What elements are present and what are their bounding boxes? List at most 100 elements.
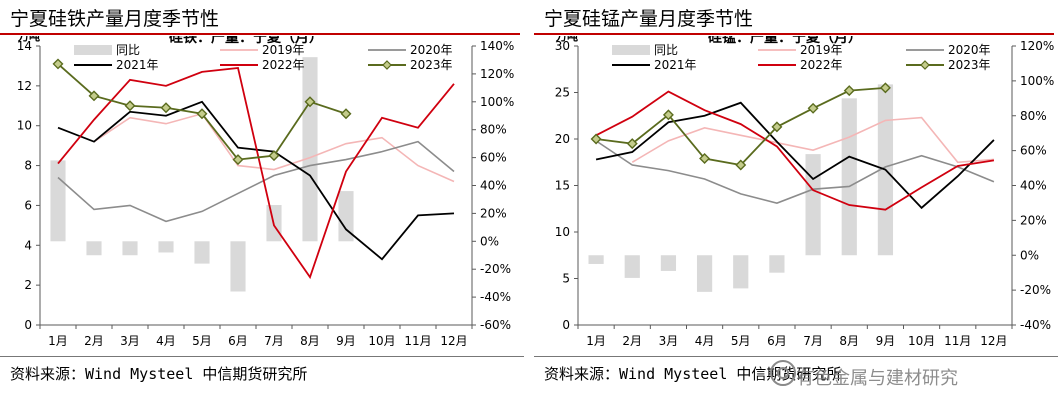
series-marker-2023年 bbox=[268, 150, 280, 162]
right-tick-label: 140% bbox=[480, 39, 514, 53]
series-marker-2023年 bbox=[735, 159, 747, 171]
unit-label: 万吨 bbox=[555, 36, 578, 43]
x-tick-label: 5月 bbox=[192, 334, 212, 348]
x-tick-label: 8月 bbox=[839, 334, 859, 348]
series-line-2020年 bbox=[595, 140, 995, 205]
left-tick-label: 0 bbox=[24, 318, 32, 332]
x-tick-label: 4月 bbox=[695, 334, 715, 348]
yoy-bar bbox=[769, 255, 785, 273]
series-marker-2023年 bbox=[843, 85, 855, 97]
right-tick-label: 60% bbox=[480, 151, 507, 165]
series-marker-2023年 bbox=[88, 90, 100, 102]
ferrosilicon-chart: 万吨 硅铁：产量：宁夏（月） 0 2 4 6 8 10 12 14 -60% -40% -20% 0% 20… bbox=[17, 36, 515, 348]
legend-marker-2023年 bbox=[382, 60, 392, 70]
x-tick-label: 6月 bbox=[228, 334, 248, 348]
source-divider bbox=[0, 356, 524, 391]
series-marker-2023年 bbox=[879, 82, 891, 94]
right-tick-label: 0% bbox=[1020, 248, 1039, 262]
x-tick-label: 6月 bbox=[767, 334, 787, 348]
chart-title: 硅铁：产量：宁夏（月） bbox=[169, 36, 323, 46]
left-tick-label: 20 bbox=[555, 132, 570, 146]
source-divider bbox=[534, 356, 1058, 391]
source-text: 资料来源：Wind Mysteel 中信期货研究所 bbox=[10, 365, 308, 383]
right-tick-label: 60% bbox=[1020, 144, 1047, 158]
unit-label: 万吨 bbox=[17, 36, 40, 43]
yoy-bar bbox=[158, 241, 174, 253]
x-tick-label: 2月 bbox=[84, 334, 104, 348]
x-tick-label: 7月 bbox=[264, 334, 284, 348]
series-line-2019年 bbox=[631, 116, 994, 164]
legend-label: 2023年 bbox=[948, 58, 991, 72]
yoy-bar bbox=[660, 255, 677, 271]
title-rule bbox=[534, 33, 1054, 35]
yoy-bar bbox=[194, 241, 210, 264]
left-tick-label: 2 bbox=[24, 278, 32, 292]
series-line-2019年 bbox=[93, 112, 455, 183]
x-tick-label: 11月 bbox=[404, 334, 431, 348]
right-tick-label: 40% bbox=[1020, 179, 1047, 193]
right-tick-label: -20% bbox=[480, 262, 511, 276]
left-tick-label: 8 bbox=[24, 159, 32, 173]
x-tick-label: 1月 bbox=[48, 334, 68, 348]
x-tick-label: 3月 bbox=[120, 334, 140, 348]
legend-label: 2022年 bbox=[262, 58, 305, 72]
series-line-2021年 bbox=[595, 101, 995, 210]
left-tick-label: 10 bbox=[555, 225, 570, 239]
right-tick-label: 0% bbox=[480, 234, 499, 248]
right-tick-label: -20% bbox=[1020, 283, 1051, 297]
left-tick-label: 15 bbox=[555, 179, 570, 193]
legend-label: 2021年 bbox=[654, 58, 697, 72]
right-tick-label: 20% bbox=[1020, 213, 1047, 227]
watermark: 有色金属与建材研究 bbox=[796, 368, 958, 389]
x-tick-label: 11月 bbox=[944, 334, 971, 348]
series-marker-2023年 bbox=[626, 138, 638, 150]
series-marker-2023年 bbox=[807, 102, 819, 114]
legend-label: 2020年 bbox=[948, 43, 991, 57]
yoy-bar bbox=[230, 241, 246, 292]
yoy-bar bbox=[624, 255, 640, 278]
x-tick-label: 5月 bbox=[731, 334, 751, 348]
x-tick-label: 9月 bbox=[336, 334, 356, 348]
x-tick-label: 12月 bbox=[980, 334, 1007, 348]
legend-label: 2022年 bbox=[800, 58, 843, 72]
left-tick-label: 14 bbox=[17, 39, 32, 53]
yoy-bar bbox=[696, 255, 713, 292]
right-tick-label: 120% bbox=[1020, 39, 1054, 53]
x-tick-label: 8月 bbox=[300, 334, 320, 348]
source-text: 资料来源：Wind Mysteel 中信期货研究所 bbox=[544, 365, 842, 383]
x-tick-label: 9月 bbox=[876, 334, 896, 348]
right-tick-label: 80% bbox=[1020, 109, 1047, 123]
silicomanganese-chart: 万吨 硅锰：产量：宁夏（月） 0 5 10 15 20 25 30 -40% -20% 0% 20% 40… bbox=[555, 36, 1055, 348]
left-tick-label: 4 bbox=[24, 238, 32, 252]
x-tick-label: 3月 bbox=[659, 334, 679, 348]
legend-label: 同比 bbox=[654, 43, 678, 57]
left-tick-label: 10 bbox=[17, 119, 32, 133]
series-line-2022年 bbox=[595, 90, 995, 211]
panel-title: 宁夏硅铁产量月度季节性 bbox=[10, 8, 220, 30]
right-tick-label: -60% bbox=[480, 318, 511, 332]
series-marker-2023年 bbox=[52, 58, 64, 70]
legend-swatch-yoy bbox=[74, 45, 112, 55]
yoy-bar bbox=[805, 154, 821, 256]
right-tick-label: 100% bbox=[480, 95, 514, 109]
series-marker-2023年 bbox=[232, 154, 244, 166]
yoy-bar bbox=[302, 57, 318, 242]
right-tick-label: -40% bbox=[480, 290, 511, 304]
right-tick-label: 20% bbox=[480, 206, 507, 220]
x-tick-label: 2月 bbox=[622, 334, 642, 348]
silicomanganese-panel: 宁夏硅锰产量月度季节性 万吨 硅锰：产量：宁夏（月） 0 5 10 15 20 25 30 -40… bbox=[534, 0, 1058, 417]
series-marker-2023年 bbox=[304, 96, 316, 108]
yoy-bar bbox=[86, 241, 102, 256]
series-marker-2023年 bbox=[771, 121, 783, 133]
right-tick-label: 40% bbox=[480, 179, 507, 193]
left-tick-label: 30 bbox=[555, 39, 570, 53]
x-tick-label: 10月 bbox=[368, 334, 395, 348]
right-tick-label: 100% bbox=[1020, 74, 1054, 88]
left-tick-label: 25 bbox=[555, 86, 570, 100]
legend-label: 2021年 bbox=[116, 58, 159, 72]
yoy-bar bbox=[588, 255, 604, 264]
yoy-bar bbox=[122, 241, 138, 256]
right-tick-label: -40% bbox=[1020, 318, 1051, 332]
legend-label: 同比 bbox=[116, 43, 140, 57]
x-tick-label: 12月 bbox=[440, 334, 467, 348]
